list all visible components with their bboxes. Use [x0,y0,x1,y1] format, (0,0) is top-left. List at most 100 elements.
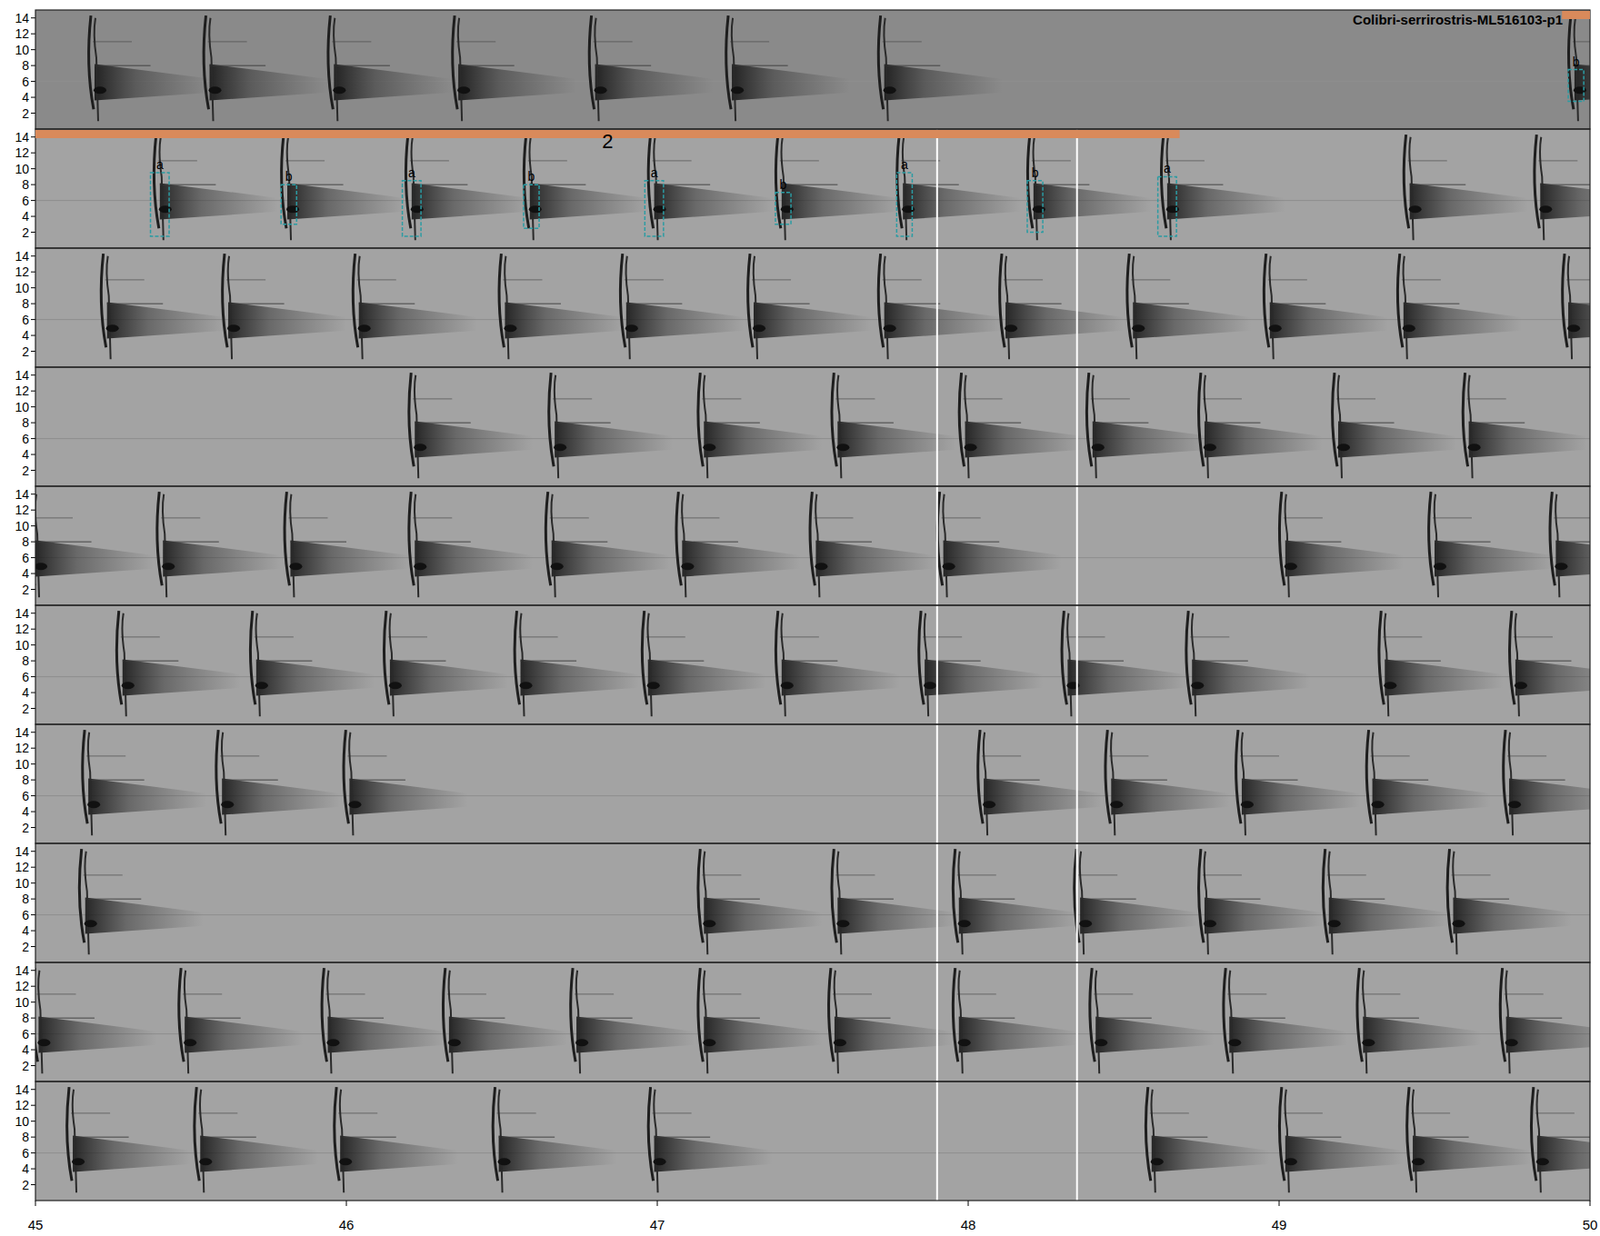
call-harmonic [1434,540,1491,543]
call-sweep [1229,970,1233,1075]
call [952,968,1077,1074]
call [383,610,508,717]
call-sweep [504,256,509,360]
call [1403,134,1528,240]
call-sweep [1462,372,1468,467]
call-fan [731,63,850,100]
call-harmonic [1167,183,1224,186]
panel-background [35,367,1590,487]
call-fan [38,1016,157,1053]
call-sweep [1236,730,1241,824]
call-sweep [550,494,555,599]
call-core [1131,324,1145,332]
call-sweep [576,970,580,1075]
call-fan [681,540,800,577]
call [194,1087,319,1193]
call-harmonic [1003,279,1043,280]
call-sweep [449,970,453,1075]
call-harmonic [957,993,997,995]
call [523,134,648,240]
call-harmonic [1095,1017,1152,1020]
panel-background [35,962,1590,1082]
call-harmonic [497,1112,537,1114]
call-core [106,324,120,332]
call-fan [1469,420,1588,458]
call-sweep [1086,372,1091,467]
call-core [752,324,766,332]
call-core [1284,562,1298,570]
y-tick-label: 14 [14,1082,30,1098]
call [878,15,1002,121]
call-fan [499,1135,618,1172]
call-fan [1167,182,1286,220]
call-harmonic [85,898,142,900]
call [829,968,953,1074]
call-harmonic [105,279,145,280]
call-harmonic [499,1136,556,1139]
panel-background [35,1081,1590,1201]
annotation-box [1568,70,1584,102]
call [1447,849,1571,955]
call-sweep [549,372,554,467]
panel-frame [35,10,1590,130]
call-sweep [1145,1087,1150,1181]
call-fan [530,182,649,220]
call-sweep [194,1087,200,1181]
y-tick [30,1033,36,1035]
y-tick-label: 10 [14,519,30,534]
call-fan [834,1016,953,1053]
call-core [942,562,956,570]
call-harmonic [941,517,981,519]
call [35,968,157,1074]
call [216,730,340,836]
y-tick-label: 8 [21,891,30,907]
x-tick-label: 50 [1582,1217,1599,1233]
y-tick-label: 12 [14,740,30,756]
call-sweep [88,732,92,837]
segment-bar [1561,10,1590,20]
call [452,15,577,121]
call-harmonic [701,993,741,995]
call-fan [1151,1135,1270,1172]
call-core [702,920,716,928]
y-tick [30,1065,36,1067]
call-sweep [952,849,958,943]
y-tick [30,660,36,662]
call-sweep [626,256,630,360]
call-harmonic [520,660,578,662]
call-sweep [1092,375,1097,480]
call-harmonic [1067,660,1124,662]
call-sweep [1090,968,1095,1062]
call-sweep [1562,253,1568,348]
call [250,610,374,717]
call-harmonic [701,398,741,400]
call-sweep [529,137,533,241]
panel-marks [35,849,1590,955]
call-core [1284,1158,1298,1166]
call-sweep [837,375,841,480]
annotation-box [644,180,664,237]
call-fan [1509,778,1590,815]
call-harmonic [411,183,469,186]
call-sweep [1555,494,1560,599]
call-harmonic [1151,1136,1209,1139]
panel-frame [35,843,1590,963]
call-sweep [837,851,841,956]
y-tick-label: 6 [21,74,30,90]
call-sweep [334,1087,340,1181]
call-fan [1204,420,1323,458]
call-harmonic [1283,1112,1323,1114]
call-harmonic [646,636,686,638]
call-harmonic [1090,398,1130,400]
call-core [448,1039,461,1047]
call-sweep [1279,1087,1284,1181]
call-fan [1095,1016,1214,1053]
call-sweep [328,15,333,110]
panel-marks [35,372,1590,479]
call-harmonic [681,540,739,543]
call-core [255,681,269,690]
call-fan [595,63,714,100]
call-sweep [554,375,559,480]
y-tick [30,970,36,971]
call-core [161,562,175,570]
